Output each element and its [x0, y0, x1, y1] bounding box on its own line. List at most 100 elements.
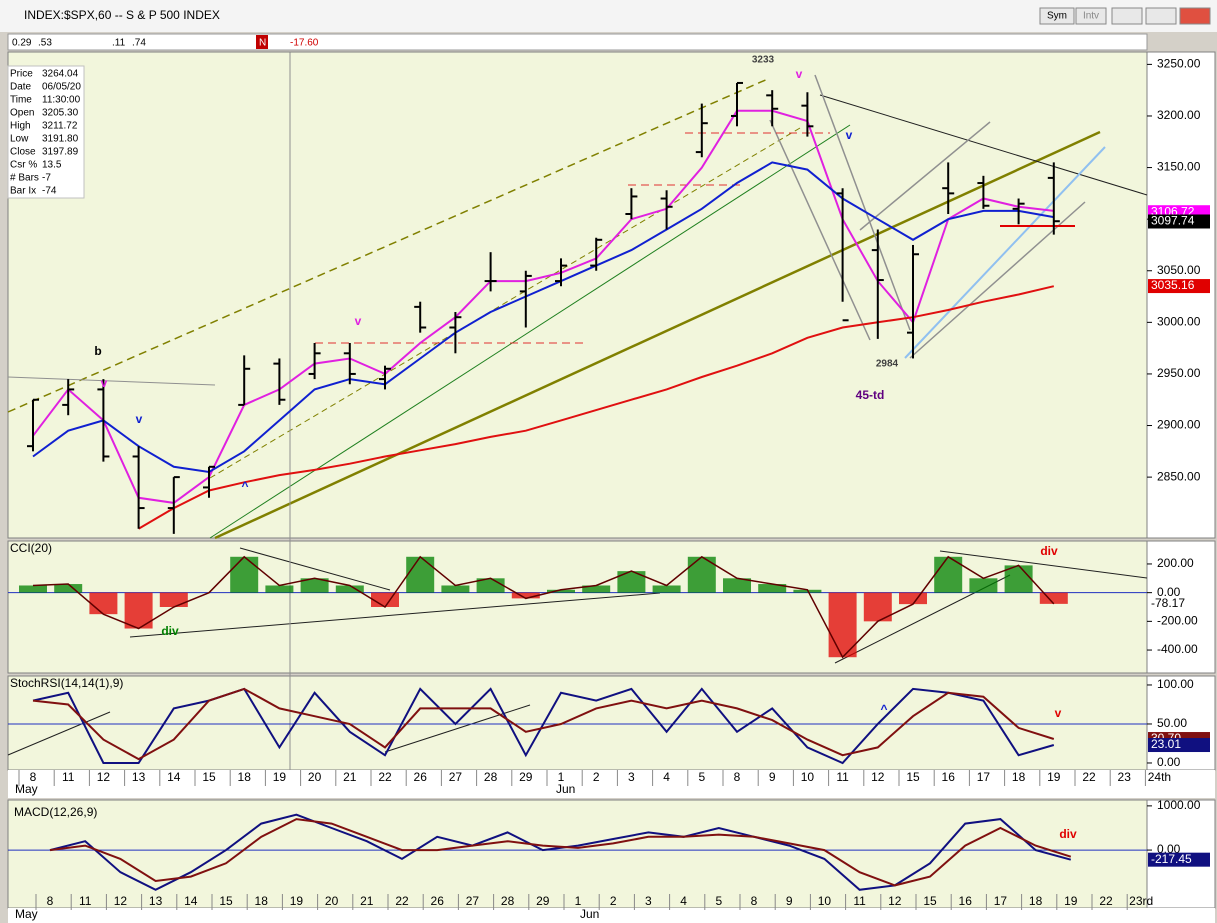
cci-bar	[1004, 565, 1033, 593]
last-value-label: 3035.16	[1151, 278, 1195, 292]
x-tick-label: 2	[593, 770, 600, 784]
x-tick-label: 23rd	[1129, 894, 1153, 908]
month-label: Jun	[580, 907, 599, 921]
close-button[interactable]	[1179, 7, 1211, 25]
date-axis-bg	[8, 770, 1215, 798]
toolbar	[7, 33, 1148, 51]
annotation: v	[796, 67, 803, 81]
x-tick-label: 21	[343, 770, 357, 784]
info-label: High	[10, 121, 31, 132]
annotation: 3233	[752, 55, 775, 66]
x-tick-label: 22	[378, 770, 392, 784]
cci-bar	[406, 556, 435, 593]
x-tick-label: 18	[238, 770, 252, 784]
info-label: Open	[10, 108, 34, 119]
x-tick-label: 22	[1082, 770, 1096, 784]
intv-label[interactable]: Intv	[1083, 11, 1099, 22]
info-label: Time	[10, 95, 32, 106]
cci-trend-line	[129, 592, 661, 638]
x-tick-label: 8	[751, 894, 758, 908]
minimize-button[interactable]	[1111, 7, 1143, 25]
toolbar-field: .11	[112, 38, 126, 49]
x-tick-label: 4	[680, 894, 687, 908]
x-tick-label: 18	[1012, 770, 1026, 784]
marks: 0.29.53.11.74 N -17.602850.002900.002950.0…	[7, 38, 1210, 921]
stoch-trend-line	[7, 711, 111, 756]
trend-line	[7, 376, 216, 386]
sym-label[interactable]: Sym	[1047, 11, 1067, 22]
x-tick-label: 22	[395, 894, 409, 908]
info-value: 3211.72	[42, 121, 78, 132]
y-tick-label: 100.00	[1157, 677, 1194, 691]
trend-line	[814, 74, 911, 331]
window-title: INDEX:$SPX,60 -- S & P 500 INDEX	[24, 8, 220, 22]
x-tick-label: 1	[575, 894, 582, 908]
annotation: 45-td	[856, 388, 885, 402]
x-tick-label: 29	[536, 894, 550, 908]
cci-bar	[265, 585, 294, 593]
toolbar-field: .53	[38, 38, 52, 49]
info-value: 3197.89	[42, 147, 79, 158]
intv-button[interactable]	[1075, 7, 1107, 25]
last-value-bg	[1148, 279, 1210, 294]
x-tick-label: 11	[79, 894, 92, 908]
info-label: Csr %	[10, 160, 37, 171]
x-tick-label: 12	[871, 770, 885, 784]
annotation: v	[846, 128, 853, 142]
x-tick-label: 5	[715, 894, 722, 908]
info-box	[7, 65, 85, 199]
last-value-bg	[1148, 596, 1210, 611]
title-bar	[0, 0, 1217, 32]
last-value-label: 3097.74	[1151, 214, 1195, 228]
x-tick-label: 20	[308, 770, 322, 784]
x-tick-label: 10	[801, 770, 815, 784]
info-value: 3205.30	[42, 108, 79, 119]
x-tick-label: 4	[663, 770, 670, 784]
x-tick-label: 24th	[1148, 770, 1171, 784]
axis-bg	[1146, 51, 1216, 539]
trend-line	[214, 130, 1101, 540]
y-tick-label: 2950.00	[1157, 366, 1201, 380]
x-tick-label: 27	[449, 770, 463, 784]
y-tick-label: 2900.00	[1157, 418, 1201, 432]
info-label: # Bars	[10, 173, 39, 184]
annotation: b	[94, 344, 101, 358]
y-tick-label: 3150.00	[1157, 160, 1201, 174]
x-tick-label: 3	[628, 770, 635, 784]
month-label: May	[15, 782, 38, 796]
x-tick-label: 19	[1064, 894, 1078, 908]
annotation: v	[101, 376, 108, 390]
x-tick-label: 19	[1047, 770, 1061, 784]
panel-title: StochRSI(14,14(1),9)	[10, 676, 123, 690]
toolbar-field: .74	[132, 38, 146, 49]
indicator-line	[32, 687, 1055, 765]
maximize-button[interactable]	[1145, 7, 1177, 25]
sym-button[interactable]	[1039, 7, 1075, 25]
last-value-label: -78.17	[1151, 596, 1185, 610]
x-tick-label: 26	[414, 770, 428, 784]
y-tick-label: 2850.00	[1157, 469, 1201, 483]
panel-bg	[7, 51, 1148, 539]
y-tick-label: 3200.00	[1157, 108, 1201, 122]
info-value: -7	[42, 173, 51, 184]
axis-bg	[1146, 675, 1216, 771]
x-tick-label: 16	[942, 770, 956, 784]
panel-title: MACD(12,26,9)	[14, 805, 97, 819]
info-value: 3191.80	[42, 134, 79, 145]
cci-bar	[723, 578, 751, 593]
cci-bar	[89, 592, 118, 615]
y-tick-label: 3250.00	[1157, 57, 1201, 71]
last-value-label: 23.01	[1151, 737, 1181, 751]
panel-bg	[7, 799, 1148, 909]
x-tick-label: 15	[923, 894, 937, 908]
trend-line	[904, 146, 1106, 359]
cci-trend-line	[239, 547, 391, 591]
month-label: Jun	[556, 782, 575, 796]
panel-bg	[7, 675, 1148, 771]
n-flag	[256, 35, 268, 49]
cci-bar	[617, 571, 646, 593]
last-value-label: -217.45	[1151, 852, 1192, 866]
x-tick-label: 5	[698, 770, 705, 784]
panels	[7, 35, 1216, 923]
panel-title: CCI(20)	[10, 541, 52, 555]
